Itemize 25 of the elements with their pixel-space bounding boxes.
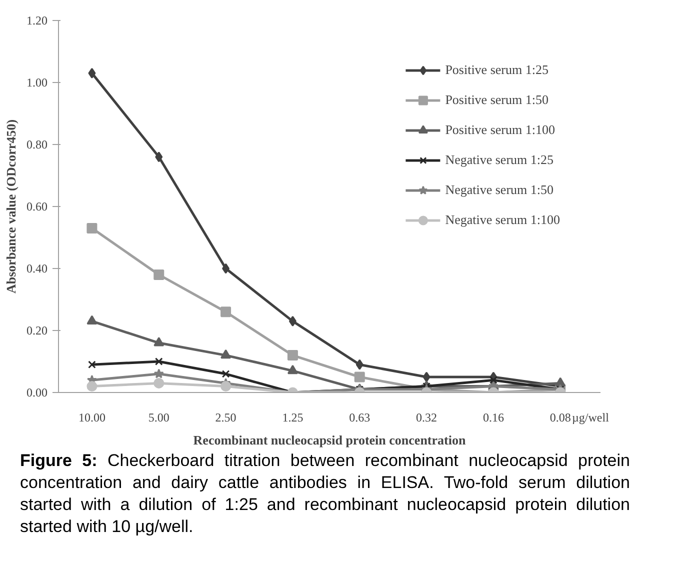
x-tick-label: 0.32 [416,410,438,424]
y-axis-title: Absorbance value (ODcorr450) [4,119,18,294]
x-tick-label: 2.50 [215,410,236,424]
y-tick-label: 0.80 [26,138,48,152]
legend-label: Negative serum 1:50 [445,182,554,198]
y-tick-label: 1.00 [26,76,48,90]
x-tick-label: 1.25 [282,410,304,424]
y-tick-label: 0.60 [26,200,48,214]
caption: Figure 5: Checkerboard titration between recombinant nucleocapsid protein concentration and dairy cattle antibodies in ELISA. Two-fold serum dilution started with a dilution of 1:25 and recombinant nucleocapsid protein dilution started with 10 µg/well. [20,450,630,538]
x-tick-label: 5.00 [148,410,170,424]
legend-label: Negative serum 1:100 [445,212,560,228]
x-tick-label: 0.16 [482,410,504,424]
y-tick-label: 0.00 [26,386,48,400]
y-tick-label: 0.20 [26,324,48,338]
y-tick-label: 0.40 [26,262,48,276]
legend-label: Positive serum 1:50 [445,92,548,108]
text: µg/well [572,410,610,424]
x-tick-label: 0.08 [550,410,571,424]
x-tick-label: 0.63 [349,410,370,424]
x-tick-label: 10.00 [78,410,106,424]
legend-label: Negative serum 1:25 [445,152,554,168]
y-tick-label: 1.20 [26,14,48,28]
x-axis-title: Recombinant nucleocapsid protein concentration [193,432,466,448]
legend-label: Positive serum 1:25 [445,62,548,78]
legend-label: Positive serum 1:100 [445,122,555,138]
